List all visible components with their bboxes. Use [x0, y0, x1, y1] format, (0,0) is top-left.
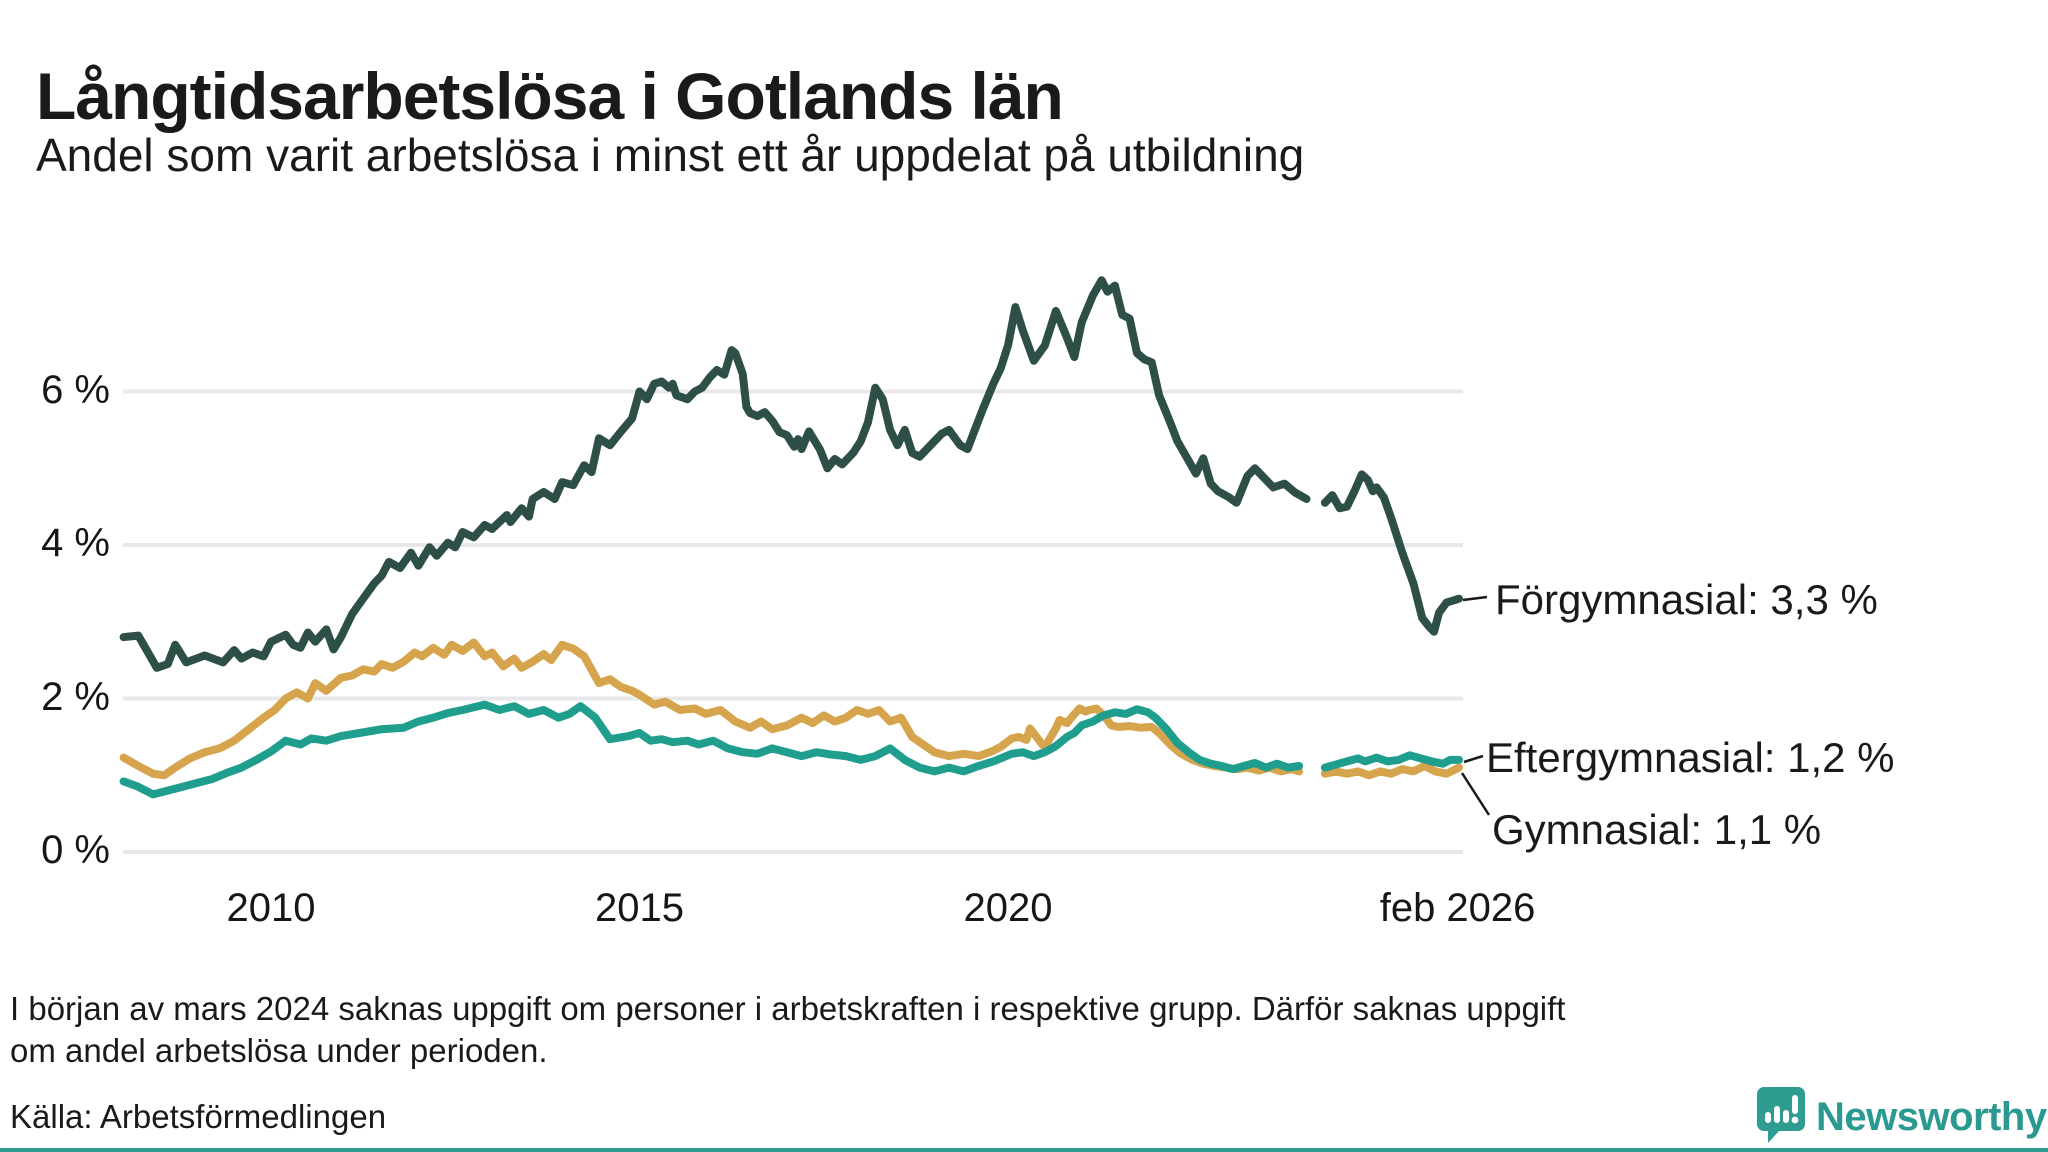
y-axis-tick-label: 2 % [41, 674, 110, 719]
series-label-gymnasial: Gymnasial: 1,1 % [1492, 806, 1822, 853]
series-label-eftergymnasial: Eftergymnasial: 1,2 % [1486, 734, 1895, 781]
newsworthy-logo-icon [1756, 1086, 1806, 1149]
newsworthy-logo-text: Newsworthy [1816, 1095, 2047, 1139]
chart-subtitle: Andel som varit arbetslösa i minst ett å… [36, 129, 1305, 181]
x-axis-tick-label: 2020 [963, 886, 1053, 930]
x-axis-tick-label: 2015 [595, 886, 684, 930]
x-axis-tick-label: 2010 [226, 886, 316, 930]
newsworthy-logo: Newsworthy [1756, 1086, 2047, 1149]
y-axis-tick-label: 0 % [41, 828, 110, 872]
bottom-accent-bar [0, 1148, 2048, 1152]
series-line-eftergymnasial [119, 700, 1463, 799]
series-label-forgymnasial: Förgymnasial: 3,3 % [1495, 576, 1878, 623]
leader-gymnasial [1460, 772, 1491, 816]
leader-eftergymnasial [1463, 754, 1484, 764]
series-line-gymnasial [119, 638, 1463, 780]
chart-footnote: I början av mars 2024 saknas uppgift om … [10, 990, 1566, 1069]
source-credit: Källa: Arbetsförmedlingen [10, 1098, 387, 1135]
y-axis-tick-label: 6 % [41, 367, 110, 412]
x-axis-tick-label: feb 2026 [1379, 886, 1536, 930]
page-title: Långtidsarbetslösa i Gotlands län [36, 59, 1064, 134]
leader-forgymnasial [1462, 595, 1488, 602]
y-axis-tick-label: 4 % [41, 521, 110, 565]
series-line-förgymnasial [119, 276, 1463, 672]
